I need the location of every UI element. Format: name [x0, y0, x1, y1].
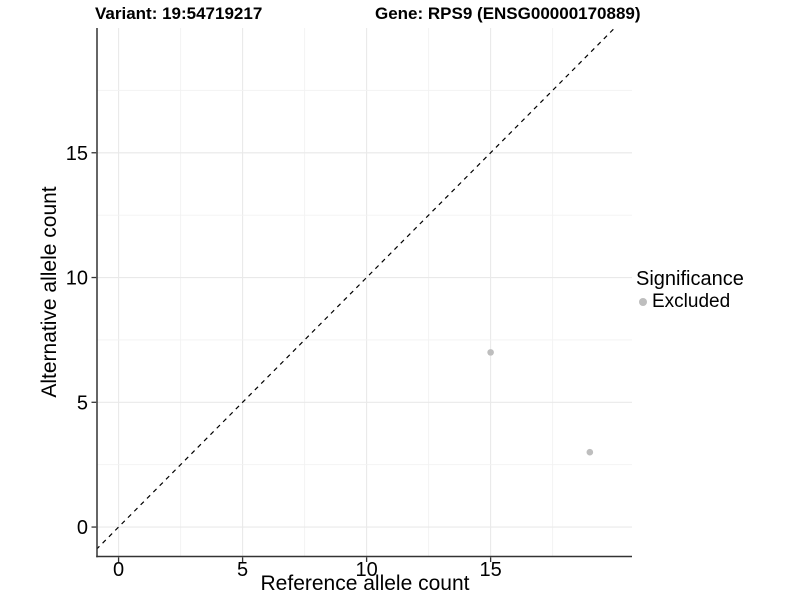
legend: Significance Excluded: [636, 268, 744, 312]
y-tick-label: 5: [77, 392, 88, 414]
data-point: [586, 448, 594, 456]
legend-item-label: Excluded: [652, 291, 731, 312]
legend-item: Excluded: [639, 291, 744, 312]
x-axis-label: Reference allele count: [260, 572, 470, 595]
y-tick-label: 15: [66, 143, 88, 165]
variant-title: Variant: 19:54719217: [95, 4, 263, 23]
legend-title: Significance: [636, 268, 744, 290]
identity-dashed-line: [97, 28, 616, 550]
gene-title: Gene: RPS9 (ENSG00000170889): [375, 4, 641, 23]
y-axis-label: Alternative allele count: [38, 186, 61, 398]
y-tick-label: 10: [66, 268, 88, 290]
x-tick-label: 10: [355, 559, 377, 581]
y-tick-label: 0: [77, 517, 88, 539]
x-tick-label: 0: [113, 559, 124, 581]
data-point: [487, 349, 494, 356]
x-tick-label: 5: [237, 559, 248, 581]
excluded-point-icon: [639, 297, 647, 306]
x-tick-label: 15: [479, 559, 501, 581]
